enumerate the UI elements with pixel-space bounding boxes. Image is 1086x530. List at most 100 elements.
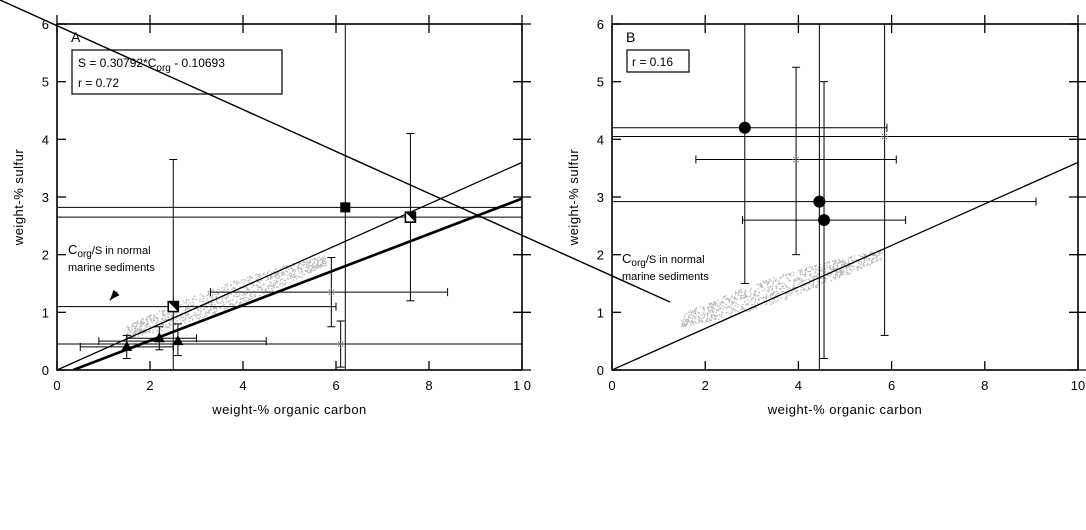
band-dot [284, 282, 287, 284]
band-dot [765, 294, 768, 296]
band-dot [233, 280, 235, 283]
band-dot [322, 260, 325, 263]
band-dot [720, 315, 723, 317]
band-dot [710, 319, 713, 321]
band-dot [720, 314, 723, 316]
band-dot [282, 282, 284, 285]
band-dot [698, 312, 701, 314]
band-dot [746, 304, 748, 306]
band-dot [169, 320, 172, 322]
band-dot [286, 271, 288, 273]
band-dot [816, 284, 819, 286]
band-dot [771, 294, 774, 296]
band-dot [162, 313, 165, 315]
band-dot [693, 323, 695, 326]
band-dot [143, 328, 145, 330]
band-dot [776, 292, 779, 295]
band-dot [187, 304, 190, 306]
band-dot [761, 286, 764, 288]
band-dot [225, 301, 227, 304]
band-dot [163, 314, 166, 316]
band-dot [880, 259, 882, 261]
error-bars [57, 24, 522, 370]
band-dot [318, 256, 321, 259]
band-dot [746, 303, 749, 305]
band-dot [867, 264, 869, 266]
band-dot [283, 271, 285, 273]
band-dot [278, 275, 281, 277]
band-dot [838, 262, 841, 264]
band-dot [815, 268, 817, 270]
x-tick-label: 2 [702, 378, 709, 393]
band-dot [701, 307, 704, 309]
band-dot [142, 321, 145, 323]
band-dot [702, 313, 704, 315]
band-dot [739, 298, 742, 301]
band-dot [875, 256, 878, 258]
marker-dot [885, 137, 888, 140]
band-dot [694, 316, 697, 318]
band-dot [844, 260, 846, 262]
band-dot [203, 296, 206, 298]
band-dot [304, 266, 307, 268]
band-dot [233, 295, 235, 297]
band-dot [760, 282, 762, 285]
band-dot [239, 300, 242, 303]
band-dot [165, 324, 168, 326]
equation-box: r = 0.16 [626, 49, 690, 73]
band-dot [151, 321, 153, 324]
band-dot [805, 267, 808, 269]
band-dot [869, 257, 871, 260]
band-dot [762, 296, 765, 299]
band-dot [187, 313, 190, 316]
band-dot [711, 315, 713, 318]
annotation-subscript: org [77, 249, 91, 260]
band-dot [281, 267, 284, 269]
band-dot [702, 316, 704, 319]
band-dot [321, 262, 323, 264]
band-dot [309, 264, 312, 267]
band-dot [709, 312, 711, 314]
band-dot [299, 272, 301, 275]
band-dot [322, 256, 324, 259]
band-dot [266, 272, 269, 275]
band-dot [785, 284, 787, 287]
marker-dot [333, 291, 336, 293]
band-dot [301, 276, 303, 278]
band-dot [214, 311, 216, 314]
band-dot [863, 265, 865, 268]
band-dot [814, 272, 816, 274]
band-dot [796, 278, 799, 281]
band-dot [803, 273, 806, 275]
band-dot [766, 290, 769, 292]
band-dot [768, 280, 770, 283]
band-dot [869, 264, 871, 266]
band-dot [711, 303, 713, 305]
band-dot [778, 292, 780, 294]
band-dot [764, 297, 767, 299]
band-dot [715, 311, 717, 314]
band-dot [137, 322, 140, 324]
band-dot [762, 280, 764, 283]
band-dot [836, 276, 838, 278]
band-dot [721, 304, 724, 307]
band-dot [847, 273, 849, 275]
x-tick-label: 2 [146, 378, 153, 393]
band-dot [126, 325, 128, 328]
band-dot [717, 309, 719, 312]
band-dot [765, 303, 768, 305]
band-dot [779, 288, 781, 291]
band-dot [263, 283, 265, 286]
band-dot [744, 291, 746, 294]
band-dot [879, 258, 881, 260]
band-dot [838, 276, 841, 278]
band-dot [750, 292, 753, 295]
band-dot [709, 319, 711, 322]
band-dot [756, 283, 758, 286]
y-axis-title: weight-% sulfur [566, 149, 581, 247]
band-dot [711, 307, 714, 310]
marker-half-fill [168, 301, 179, 312]
band-dot [691, 311, 694, 313]
annotation-line1: Corg/S in normal [622, 251, 705, 269]
annotation-part: /S in normal [646, 254, 705, 266]
